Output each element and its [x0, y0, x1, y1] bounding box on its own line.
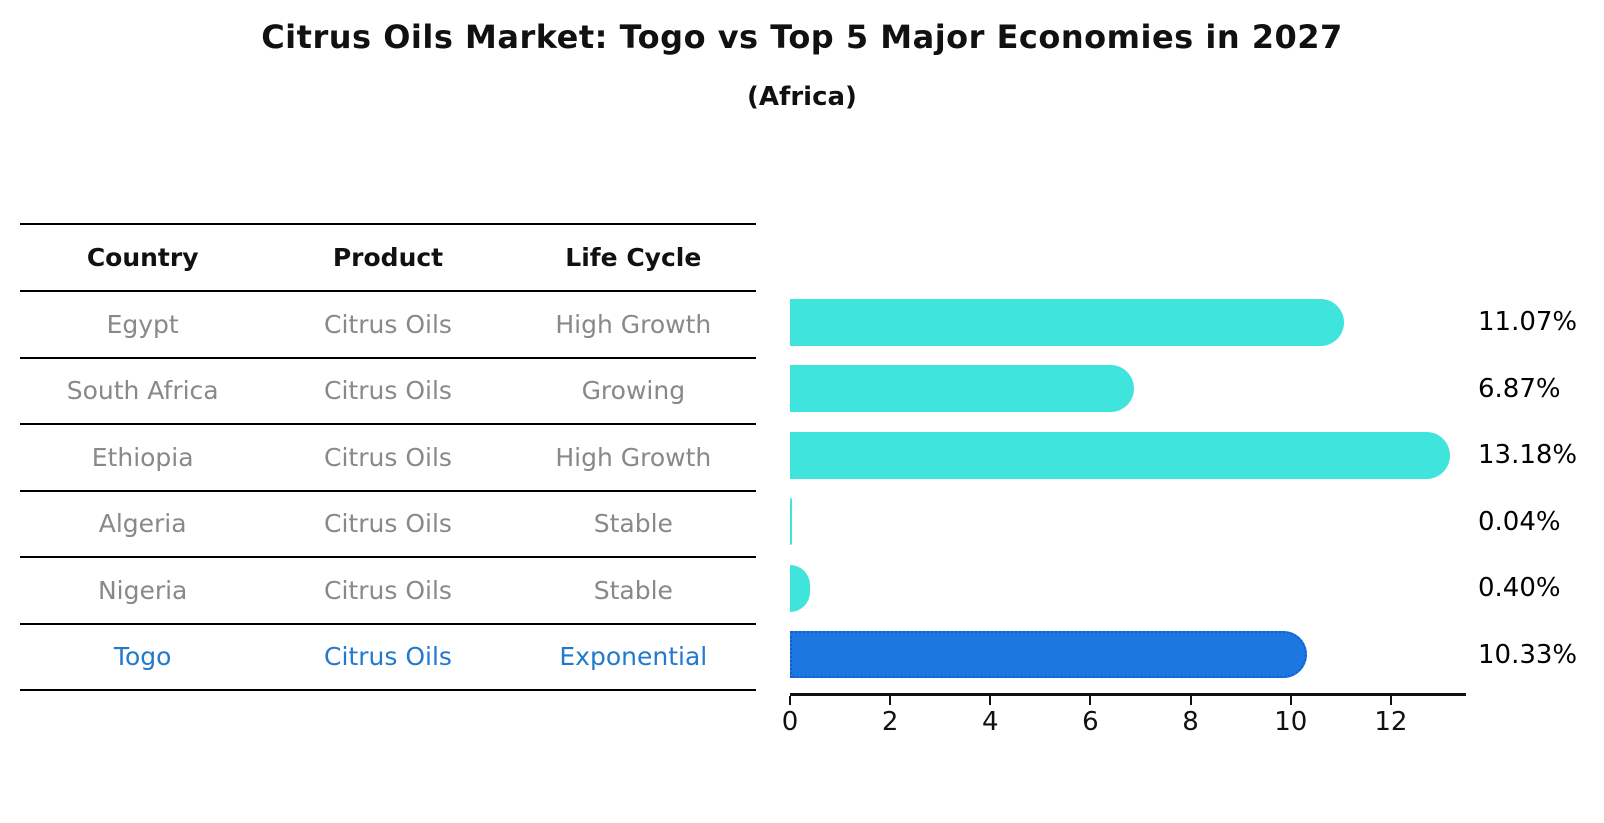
table-cell-life-cycle: Exponential [559, 642, 708, 672]
comparison-table: Country Product Life Cycle Egypt Citrus O… [20, 223, 756, 691]
table-header-row: Country Product Life Cycle [20, 223, 756, 290]
table-header-life-cycle: Life Cycle [565, 243, 702, 272]
table-cell-life-cycle: Stable [593, 575, 673, 605]
bar-egypt [790, 298, 1345, 346]
bar-value-label: 6.87% [1478, 373, 1561, 404]
table-cell-country: Egypt [106, 309, 179, 339]
bar-ethiopia [790, 431, 1450, 479]
table-header-product: Product [332, 243, 444, 272]
bar-value-label: 0.04% [1478, 506, 1561, 537]
bar-value-label: 0.40% [1478, 573, 1561, 603]
table-cell-country: Ethiopia [91, 442, 194, 472]
chart-subtitle: (Africa) [747, 82, 857, 112]
table-row: Algeria Citrus Oils Stable [20, 489, 756, 557]
table-cell-life-cycle: Stable [593, 509, 673, 539]
table-cell-product: Citrus Oils [324, 642, 452, 672]
bar-algeria [790, 498, 792, 545]
bar-south-africa [790, 365, 1134, 412]
table-row: Togo Citrus Oils Exponential [20, 622, 756, 690]
x-tick [1389, 696, 1392, 705]
table-cell-country: Togo [113, 642, 172, 672]
table-cell-country: Algeria [98, 509, 187, 539]
x-tick-label: 4 [982, 707, 999, 737]
table-cell-country: Nigeria [97, 575, 188, 605]
x-tick-label: 2 [881, 707, 899, 737]
table-row: Egypt Citrus Oils High Growth [20, 290, 756, 357]
table-cell-product: Citrus Oils [324, 376, 452, 406]
table-cell-product: Citrus Oils [324, 442, 452, 472]
x-axis [790, 693, 1466, 696]
bar-nigeria [790, 564, 811, 612]
table-cell-country: South Africa [66, 376, 219, 406]
x-tick [989, 696, 992, 705]
table-cell-product: Citrus Oils [324, 575, 452, 605]
bar-value-label: 13.18% [1478, 440, 1578, 470]
table-cell-product: Citrus Oils [324, 309, 452, 339]
x-tick-label: 10 [1274, 707, 1308, 737]
table-cell-life-cycle: High Growth [555, 309, 712, 339]
x-tick [1289, 696, 1292, 705]
x-tick [789, 696, 791, 705]
x-tick-label: 6 [1082, 707, 1099, 737]
x-tick [1089, 696, 1092, 705]
x-tick [889, 696, 892, 705]
table-row: Nigeria Citrus Oils Stable [20, 556, 756, 623]
table-cell-life-cycle: High Growth [555, 442, 712, 472]
x-tick-label: 8 [1182, 707, 1199, 737]
table-rows: Egypt Citrus Oils High Growth South Africa C… [20, 290, 756, 689]
table-row: South Africa Citrus Oils Growing [20, 356, 756, 424]
bar-togo [790, 631, 1308, 678]
bar-value-label: 10.33% [1478, 639, 1578, 670]
table-cell-life-cycle: Growing [581, 376, 686, 406]
x-tick [1189, 696, 1192, 705]
table-row: Ethiopia Citrus Oils High Growth [20, 423, 756, 490]
x-tick-label: 12 [1374, 707, 1408, 737]
bar-value-label: 11.07% [1478, 307, 1578, 337]
table-cell-product: Citrus Oils [324, 509, 452, 539]
chart-title: Citrus Oils Market: Togo vs Top 5 Major … [261, 18, 1343, 56]
x-tick-label: 0 [781, 707, 799, 737]
table-header-country: Country [86, 243, 199, 272]
